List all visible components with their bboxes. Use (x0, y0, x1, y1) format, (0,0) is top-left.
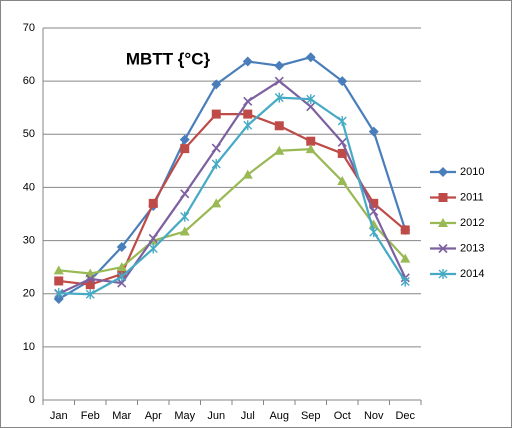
data-point (305, 52, 316, 63)
series-line (58, 112, 406, 286)
data-point (368, 126, 379, 137)
x-tick-label: Dec (395, 410, 415, 422)
data-point (242, 169, 253, 179)
data-point (211, 159, 221, 170)
data-point (337, 137, 347, 147)
data-point (306, 136, 316, 146)
x-tick-label: Feb (81, 410, 100, 422)
data-point (85, 289, 95, 300)
y-tick-label: 40 (23, 181, 35, 193)
data-point (400, 225, 410, 235)
x-tick-label: Aug (269, 410, 289, 422)
data-point (116, 262, 127, 272)
data-point (274, 92, 284, 103)
data-point (369, 206, 379, 216)
data-point (243, 120, 253, 131)
data-point (400, 276, 410, 287)
y-tick-label: 20 (23, 288, 35, 300)
data-point (306, 102, 316, 112)
data-point (85, 280, 95, 290)
data-point (180, 144, 190, 154)
legend-label: 2014 (460, 268, 484, 280)
y-tick-label: 70 (23, 22, 35, 34)
x-tick-label: Sep (301, 410, 321, 422)
x-tick-label: Jun (207, 410, 225, 422)
data-point (242, 56, 253, 67)
data-point (117, 271, 127, 282)
legend-marker (438, 167, 448, 177)
y-tick-label: 50 (23, 128, 35, 140)
data-point (116, 241, 127, 252)
data-point (369, 198, 379, 208)
data-point (180, 189, 190, 199)
data-point (274, 121, 284, 131)
data-point (54, 288, 64, 299)
data-point (117, 278, 127, 288)
data-point (211, 79, 222, 90)
x-tick-label: Oct (334, 410, 351, 422)
data-point (211, 109, 221, 119)
y-tick-label: 30 (23, 234, 35, 246)
data-point (53, 265, 64, 275)
data-point (54, 276, 64, 286)
legend-label: 2010 (460, 166, 484, 178)
series-line (58, 96, 407, 296)
y-tick-label: 60 (23, 75, 35, 87)
x-tick-label: Apr (145, 410, 162, 422)
legend-marker (438, 193, 448, 202)
legend-label: 2011 (460, 191, 484, 203)
data-point (305, 144, 316, 154)
x-tick-label: Mar (112, 410, 131, 422)
data-point (179, 134, 190, 145)
series-line (58, 79, 407, 295)
data-point (180, 211, 190, 222)
data-point (306, 94, 316, 105)
series-line (58, 56, 407, 300)
legend-label: 2012 (460, 217, 484, 229)
x-tick-label: May (174, 410, 195, 422)
legend-marker (438, 243, 448, 254)
data-point (274, 145, 285, 155)
data-point (211, 143, 221, 153)
x-tick-label: Nov (364, 410, 384, 422)
legend-label: 2013 (460, 242, 484, 254)
data-point (337, 76, 348, 87)
data-point (148, 198, 158, 208)
data-point (369, 227, 379, 238)
data-point (400, 253, 411, 263)
data-point (179, 226, 190, 236)
data-point (85, 274, 95, 284)
y-tick-label: 10 (23, 341, 35, 353)
data-point (148, 243, 158, 254)
data-point (148, 233, 158, 244)
legend-marker (438, 269, 448, 279)
x-tick-label: Jan (50, 410, 68, 422)
data-point (274, 76, 284, 86)
series-line (58, 148, 407, 275)
y-tick-label: 0 (29, 394, 35, 406)
data-point (337, 116, 347, 126)
data-point (243, 96, 253, 106)
data-point (337, 148, 347, 158)
chart-title: MBTT {°C} (126, 49, 211, 68)
data-point (243, 109, 253, 119)
data-point (337, 176, 348, 186)
legend-marker (438, 218, 448, 227)
data-point (274, 60, 285, 71)
data-point (211, 198, 222, 208)
x-tick-label: Jul (241, 410, 255, 422)
